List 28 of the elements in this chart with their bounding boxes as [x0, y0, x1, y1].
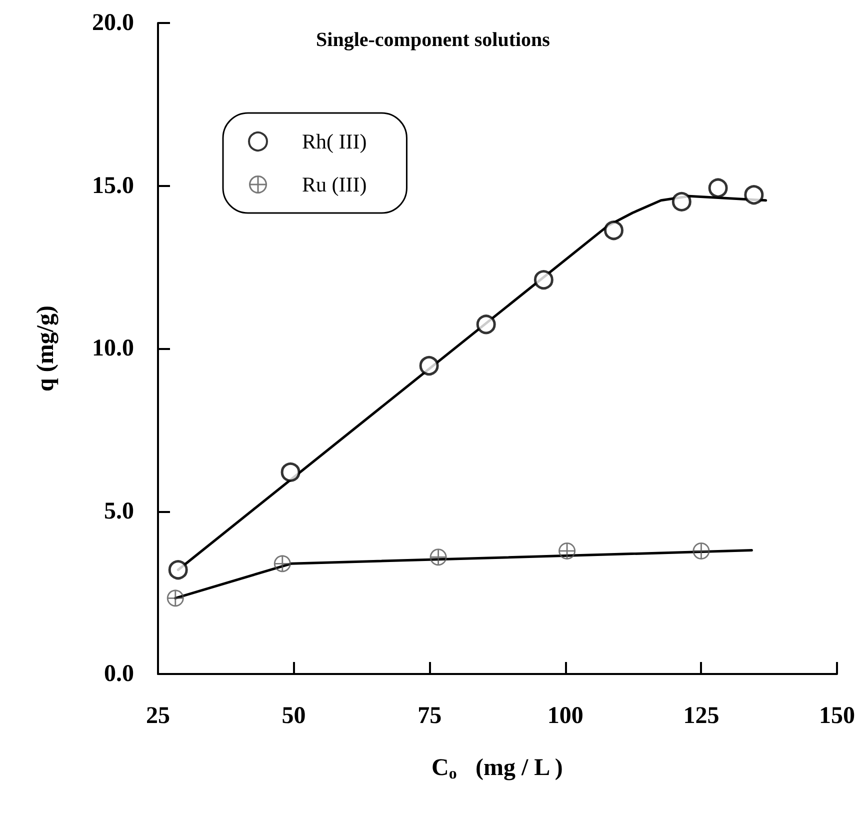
y-tick-label: 0.0 — [104, 661, 134, 687]
chart-title: Single-component solutions — [316, 29, 550, 51]
x-tick-label: 100 — [547, 703, 584, 729]
point — [280, 462, 300, 482]
point — [708, 178, 728, 198]
point — [672, 192, 692, 212]
x-tick-label: 75 — [418, 703, 442, 729]
point — [430, 548, 447, 566]
point — [534, 270, 554, 290]
point — [419, 356, 439, 376]
y-tick-label: 20.0 — [92, 10, 134, 36]
y-tick-label: 15.0 — [92, 172, 134, 199]
point — [168, 560, 188, 580]
point — [692, 542, 710, 560]
y-tick-label: 5.0 — [104, 498, 134, 524]
point — [274, 555, 291, 572]
y-axis-title: q (mg/g) — [33, 306, 59, 392]
y-tick-label: 10.0 — [92, 336, 134, 362]
x-tick-label: 25 — [146, 703, 170, 729]
legend-label: Ru (III) — [302, 172, 367, 196]
x-tick-label: 125 — [683, 703, 720, 729]
legend-label: Rh( III) — [302, 130, 367, 154]
x-tick-label: 150 — [819, 703, 855, 729]
point — [166, 590, 184, 607]
point — [476, 314, 496, 334]
x-tick-label: 50 — [282, 703, 306, 729]
point — [604, 220, 624, 240]
point — [744, 185, 764, 205]
